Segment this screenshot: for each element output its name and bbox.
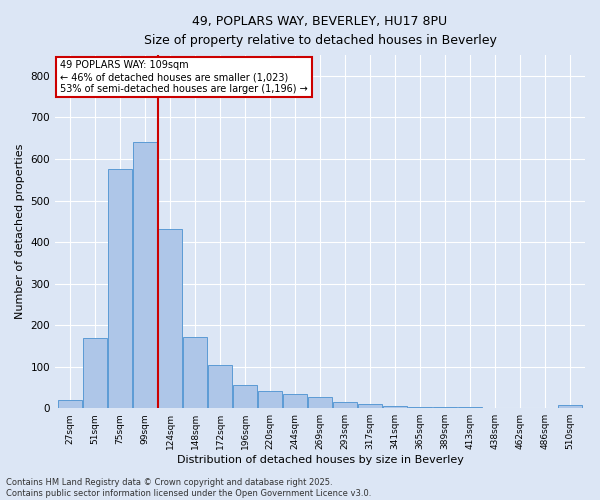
Bar bbox=[383, 406, 407, 408]
Bar bbox=[358, 404, 382, 408]
Y-axis label: Number of detached properties: Number of detached properties bbox=[15, 144, 25, 320]
X-axis label: Distribution of detached houses by size in Beverley: Distribution of detached houses by size … bbox=[176, 455, 463, 465]
Bar bbox=[108, 168, 132, 408]
Bar bbox=[208, 366, 232, 408]
Bar bbox=[183, 337, 207, 408]
Bar bbox=[308, 396, 332, 408]
Bar bbox=[133, 142, 157, 408]
Bar bbox=[233, 386, 257, 408]
Bar bbox=[283, 394, 307, 408]
Bar bbox=[258, 391, 282, 408]
Bar bbox=[408, 407, 432, 408]
Bar bbox=[83, 338, 107, 408]
Bar bbox=[558, 406, 582, 408]
Bar bbox=[158, 229, 182, 408]
Bar bbox=[58, 400, 82, 408]
Bar bbox=[333, 402, 357, 408]
Title: 49, POPLARS WAY, BEVERLEY, HU17 8PU
Size of property relative to detached houses: 49, POPLARS WAY, BEVERLEY, HU17 8PU Size… bbox=[143, 15, 496, 47]
Text: 49 POPLARS WAY: 109sqm
← 46% of detached houses are smaller (1,023)
53% of semi-: 49 POPLARS WAY: 109sqm ← 46% of detached… bbox=[61, 60, 308, 94]
Text: Contains HM Land Registry data © Crown copyright and database right 2025.
Contai: Contains HM Land Registry data © Crown c… bbox=[6, 478, 371, 498]
